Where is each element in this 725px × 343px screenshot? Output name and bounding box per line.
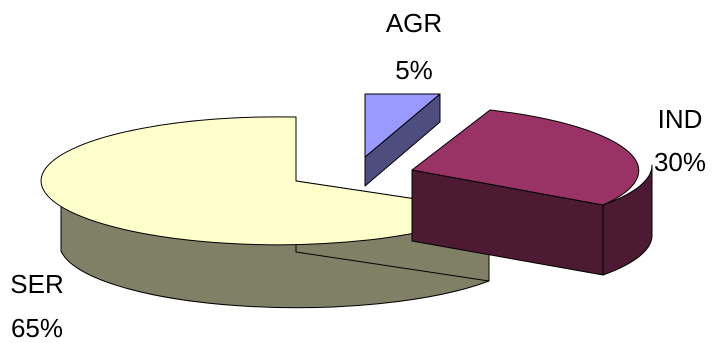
slice-group-ser — [40, 116, 490, 309]
label-ind-value: 30% — [654, 147, 706, 177]
slice-group-ind — [411, 109, 653, 276]
slice-group-agr — [364, 93, 441, 187]
slice-agr-top — [364, 93, 441, 158]
label-ser-category: SER — [10, 269, 63, 299]
label-agr-value: 5% — [395, 55, 433, 85]
slice-ind-side — [602, 164, 653, 276]
label-agr-category: AGR — [386, 8, 442, 38]
label-ser-value: 65% — [11, 313, 63, 343]
slice-ind-top — [411, 109, 640, 206]
label-ind-category: IND — [658, 104, 703, 134]
slice-ser-top — [40, 116, 490, 246]
